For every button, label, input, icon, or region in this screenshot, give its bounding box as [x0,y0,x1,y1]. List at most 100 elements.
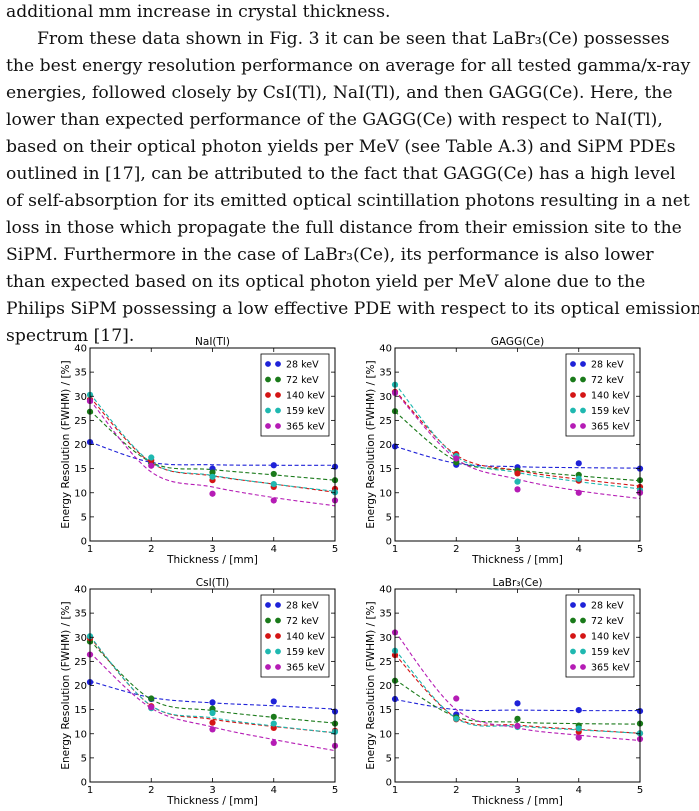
legend-marker [570,392,576,398]
fit-line [89,640,336,724]
legend-label: 365 keV [591,663,630,674]
x-tick-label: 3 [209,544,215,555]
x-tick-label: 5 [332,544,338,555]
y-tick-label: 15 [74,705,87,716]
legend-label: 28 keV [286,601,319,612]
data-point [148,704,155,711]
fit-line [394,390,641,487]
y-tick-label: 15 [379,464,392,475]
data-point [270,720,277,727]
x-tick-label: 1 [87,544,93,555]
fit-line [89,410,336,481]
legend-marker [580,664,586,670]
legend-marker [275,376,281,383]
data-point [270,698,277,705]
data-point [270,713,277,720]
x-tick-label: 2 [453,785,459,796]
legend-marker [275,602,281,608]
data-point [575,707,582,714]
data-point [209,473,216,480]
legend-marker [570,633,576,639]
data-point [148,462,155,469]
y-tick-label: 35 [74,609,87,620]
text-line: additional mm increase in crystal thickn… [6,2,391,22]
x-tick-label: 3 [514,544,520,555]
y-tick-label: 20 [379,440,392,451]
data-point [453,455,460,462]
data-point [453,695,460,702]
fit-line [89,635,336,734]
x-tick-label: 5 [332,785,338,796]
y-tick-label: 35 [379,609,392,620]
legend-marker [570,376,576,383]
legend-marker [580,617,586,624]
legend-label: 365 keV [286,663,325,674]
legend-marker [580,361,586,367]
y-axis-label: Energy Resolution (FWHM) / [%] [365,601,377,769]
legend-marker [275,361,281,367]
legend-marker [265,633,271,639]
y-tick-label: 10 [74,488,87,499]
data-point [514,700,521,707]
data-point [514,486,521,493]
text-line: of self-absorption for its emitted optic… [6,191,690,211]
text-line: than expected based on its optical photo… [6,272,646,292]
y-tick-label: 20 [74,681,87,692]
data-point [148,454,155,461]
data-point [514,470,521,477]
data-point [575,460,582,467]
text-line: based on their optical photon yields per… [6,137,676,157]
y-tick-label: 20 [74,440,87,451]
legend-label: 28 keV [591,360,624,371]
legend-marker [265,376,271,383]
data-point [514,715,521,722]
data-point [209,726,216,733]
legend-marker [265,602,271,608]
y-tick-label: 30 [379,633,392,644]
legend-marker [580,407,586,414]
legend-marker [275,664,281,670]
x-tick-label: 4 [576,544,582,555]
legend-marker [580,392,586,398]
data-point [270,724,277,732]
y-tick-label: 40 [74,585,87,596]
data-point [575,734,582,741]
y-tick-label: 30 [74,633,87,644]
y-tick-label: 15 [379,705,392,716]
x-axis-label: Thickness / [mm] [471,795,563,807]
chart-title: CsI(Tl) [196,577,229,589]
x-tick-label: 1 [87,785,93,796]
data-point [270,497,277,504]
y-axis-label: Energy Resolution (FWHM) / [%] [60,360,72,528]
legend-box [260,353,330,437]
y-tick-label: 25 [74,416,87,427]
legend-label: 72 keV [286,375,319,386]
data-point [209,490,216,497]
fit-line [394,649,641,734]
fit-line [394,631,641,742]
data-point [514,722,521,730]
x-tick-label: 4 [271,544,277,555]
chart-title: GAGG(Ce) [491,336,544,348]
chart-title: LaBr₃(Ce) [493,577,543,589]
y-tick-label: 40 [379,344,392,355]
text-line: the best energy resolution performance o… [6,56,691,76]
chart-panel: GAGG(Ce) 0 5 10 15 20 25 30 35 40 1 2 3 4 5 Thickness /… [365,336,643,566]
text-line: lower than expected performance of the G… [6,110,663,130]
y-tick-label: 35 [74,368,87,379]
legend-marker [580,633,586,639]
legend-label: 365 keV [591,422,630,433]
y-tick-label: 15 [74,464,87,475]
legend-label: 140 keV [286,632,325,643]
legend-marker [265,407,271,414]
data-point [270,462,277,469]
data-point [575,725,582,732]
data-point [575,489,582,496]
legend-marker [265,361,271,367]
data-point [270,470,277,478]
legend-label: 159 keV [286,647,325,658]
y-tick-label: 5 [386,512,392,523]
text-line: spectrum [17]. [6,326,135,346]
y-tick-label: 25 [379,416,392,427]
legend-marker [275,423,281,429]
